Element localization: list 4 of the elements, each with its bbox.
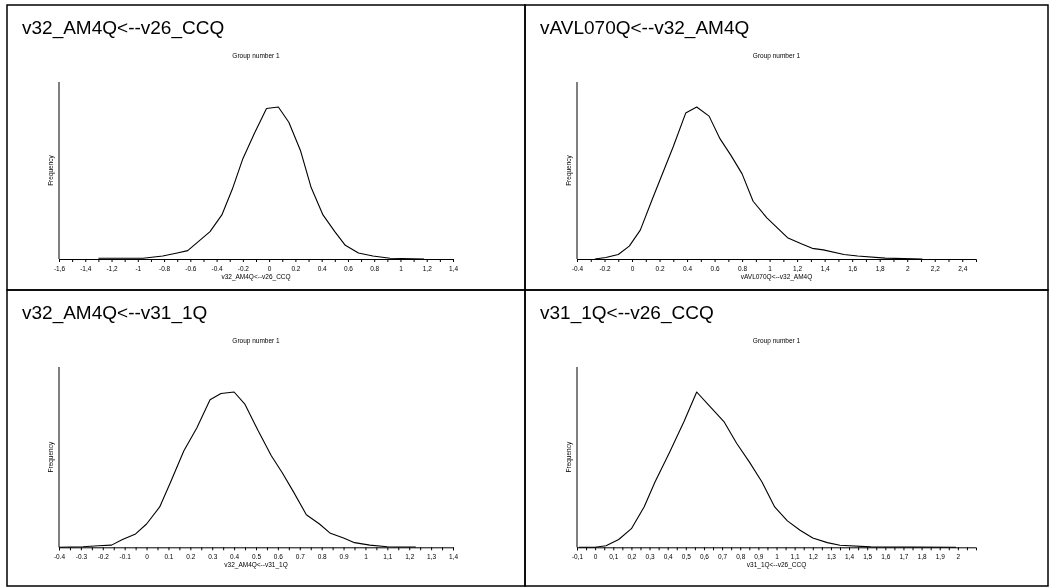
chart-title: v32_AM4Q<--v31_1Q [22, 302, 208, 324]
chart-title: v32_AM4Q<--v26_CCQ [22, 17, 225, 39]
chart-title: vAVL070Q<--v32_AM4Q [540, 17, 750, 39]
chart-title: v31_1Q<--v26_CCQ [540, 302, 714, 324]
